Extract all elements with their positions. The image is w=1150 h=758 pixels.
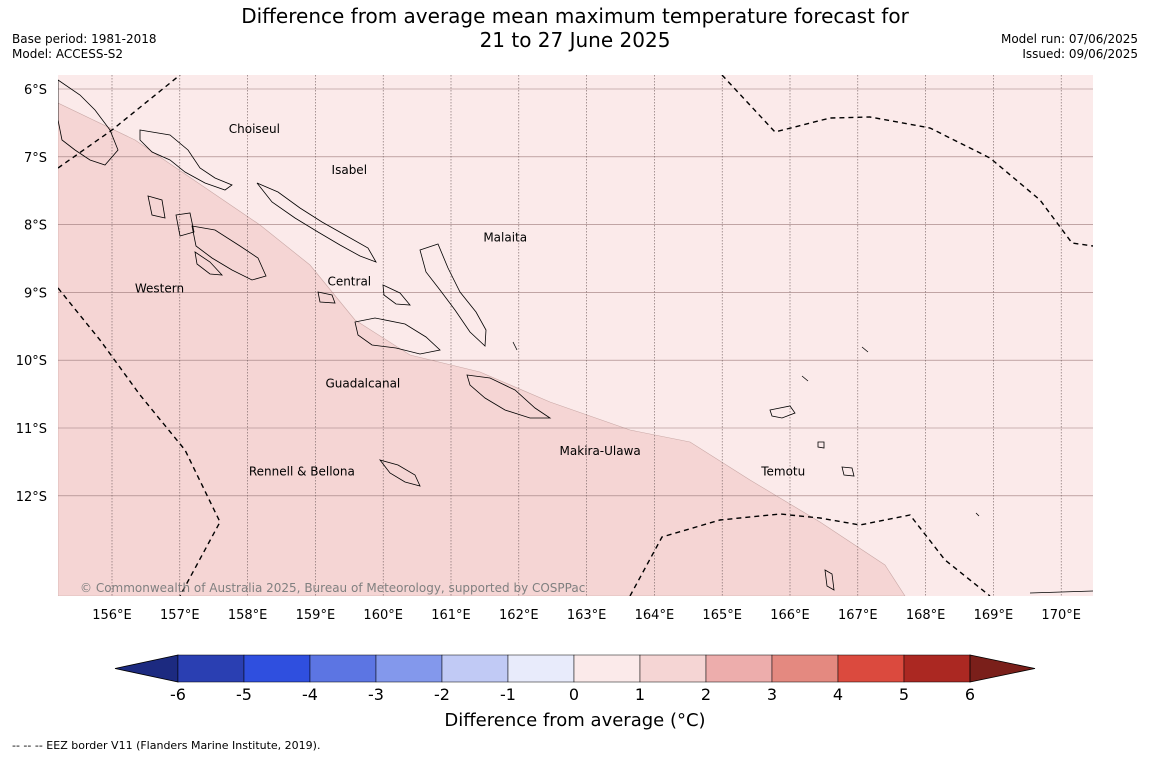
eez-footnote: -- -- -- EEZ border V11 (Flanders Marine… [12,739,321,752]
lon-label: 167°E [838,608,878,623]
colorbar-tick: -1 [500,685,516,704]
title-line-1: Difference from average mean maximum tem… [241,4,909,28]
colorbar-tick: -6 [170,685,186,704]
colorbar: -6 -5 -4 -3 -2 -1 0 1 2 3 4 5 6 [114,654,1036,704]
colorbar-tick: 5 [899,685,909,704]
coastlines [58,79,1093,594]
lon-label: 170°E [1041,608,1081,623]
anomaly-zone-1-2 [58,102,906,596]
colorbar-label: Difference from average (°C) [444,710,706,731]
colorbar-high-extend [969,654,1036,683]
map-area: 6°S 7°S 8°S 9°S 10°S 11°S 12°S 156°E 157°E 158°E… [16,75,1093,623]
latitude-labels: 6°S 7°S 8°S 9°S 10°S 11°S 12°S [16,83,47,505]
colorbar-tick: 1 [635,685,645,704]
meta-right: Model run: 07/06/2025 Issued: 09/06/2025 [1001,32,1138,62]
colorbar-swatch [243,654,311,683]
colorbar-tick: 2 [701,685,711,704]
lon-label: 156°E [92,608,132,623]
colorbar-tick: -4 [302,685,318,704]
base-period: Base period: 1981-2018 [12,32,157,46]
lon-label: 158°E [228,608,268,623]
model-name: Model: ACCESS-S2 [12,47,124,61]
colorbar-swatch [903,654,971,683]
colorbar-swatch [177,654,245,683]
lat-label: 6°S [24,83,47,98]
lon-label: 157°E [160,608,200,623]
copyright-notice: © Commonwealth of Australia 2025, Bureau… [80,581,585,595]
colorbar-tick: 4 [833,685,843,704]
colorbar-swatch [507,654,575,683]
colorbar-tick: 0 [569,685,579,704]
lon-label: 163°E [567,608,607,623]
lon-label: 168°E [906,608,946,623]
colorbar-swatch [771,654,839,683]
lon-label: 159°E [296,608,336,623]
longitude-labels: 156°E 157°E 158°E 159°E 160°E 161°E 162°E 163°E… [92,608,1081,623]
colorbar-swatch [639,654,707,683]
model-run: Model run: 07/06/2025 [1000,32,1138,46]
colorbar-swatch [705,654,773,683]
region-label-malaita: Malaita [483,231,527,245]
region-label-rennell-bellona: Rennell & Bellona [249,464,355,478]
lon-label: 164°E [635,608,675,623]
region-label-choiseul: Choiseul [229,122,280,136]
colorbar-tick: -5 [236,685,252,704]
colorbar-tick: 6 [965,685,975,704]
title-line-2: 21 to 27 June 2025 [479,28,671,52]
lon-label: 161°E [431,608,471,623]
map-title: Difference from average mean maximum tem… [0,4,1150,52]
meta-left: Base period: 1981-2018 Model: ACCESS-S2 [12,32,157,62]
colorbar-swatch [309,654,377,683]
lat-label: 10°S [16,354,47,369]
colorbar-tick: -2 [434,685,450,704]
region-label-makira-ulawa: Makira-Ulawa [560,444,641,458]
region-label-western: Western [135,281,184,295]
colorbar-swatch [837,654,905,683]
lon-label: 162°E [499,608,539,623]
lon-label: 166°E [770,608,810,623]
colorbar-tick: -3 [368,685,384,704]
colorbar-tick: 3 [767,685,777,704]
region-labels: Choiseul Isabel Malaita Western Central Guada… [135,122,805,478]
lat-label: 8°S [24,219,47,234]
lat-label: 9°S [24,286,47,301]
lat-label: 11°S [16,422,47,437]
colorbar-swatch [441,654,509,683]
colorbar-swatch [375,654,443,683]
lat-label: 12°S [16,490,47,505]
issued-date: Issued: 09/06/2025 [1022,47,1138,61]
graticule [58,75,1093,596]
eez-border [58,75,1093,596]
lon-label: 169°E [974,608,1014,623]
region-label-guadalcanal: Guadalcanal [325,376,400,390]
region-label-central: Central [327,275,371,289]
colorbar-low-extend [114,654,179,683]
region-label-temotu: Temotu [760,464,805,478]
region-label-isabel: Isabel [332,163,367,177]
lon-label: 160°E [363,608,403,623]
lat-label: 7°S [24,151,47,166]
lon-label: 165°E [702,608,742,623]
colorbar-swatch [573,654,641,683]
